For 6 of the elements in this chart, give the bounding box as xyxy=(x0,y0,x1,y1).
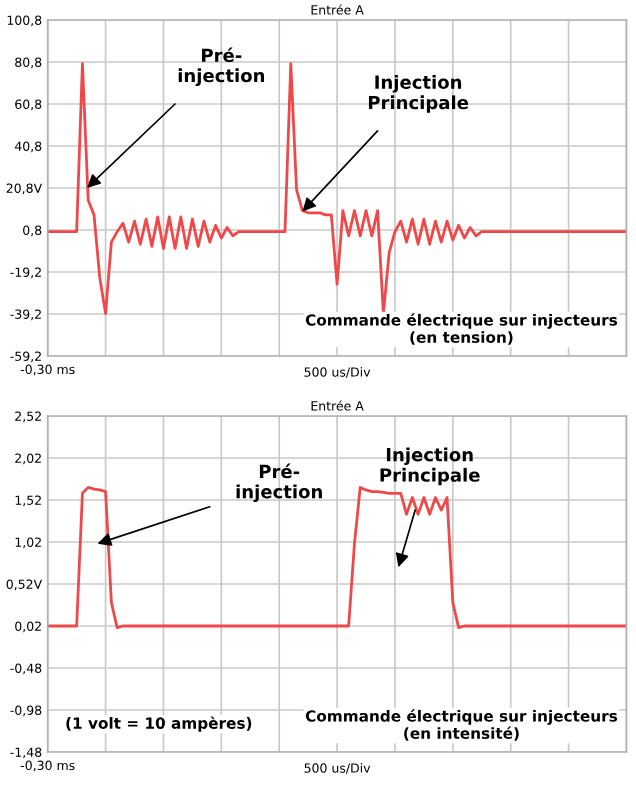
annotation: Pré- injection xyxy=(178,47,265,86)
annotation: Pré- injection xyxy=(236,463,322,503)
line-series xyxy=(47,62,627,315)
annotation: Injection Principale xyxy=(380,447,480,486)
line-series xyxy=(47,486,627,630)
annotation: Injection Principale xyxy=(368,75,469,113)
